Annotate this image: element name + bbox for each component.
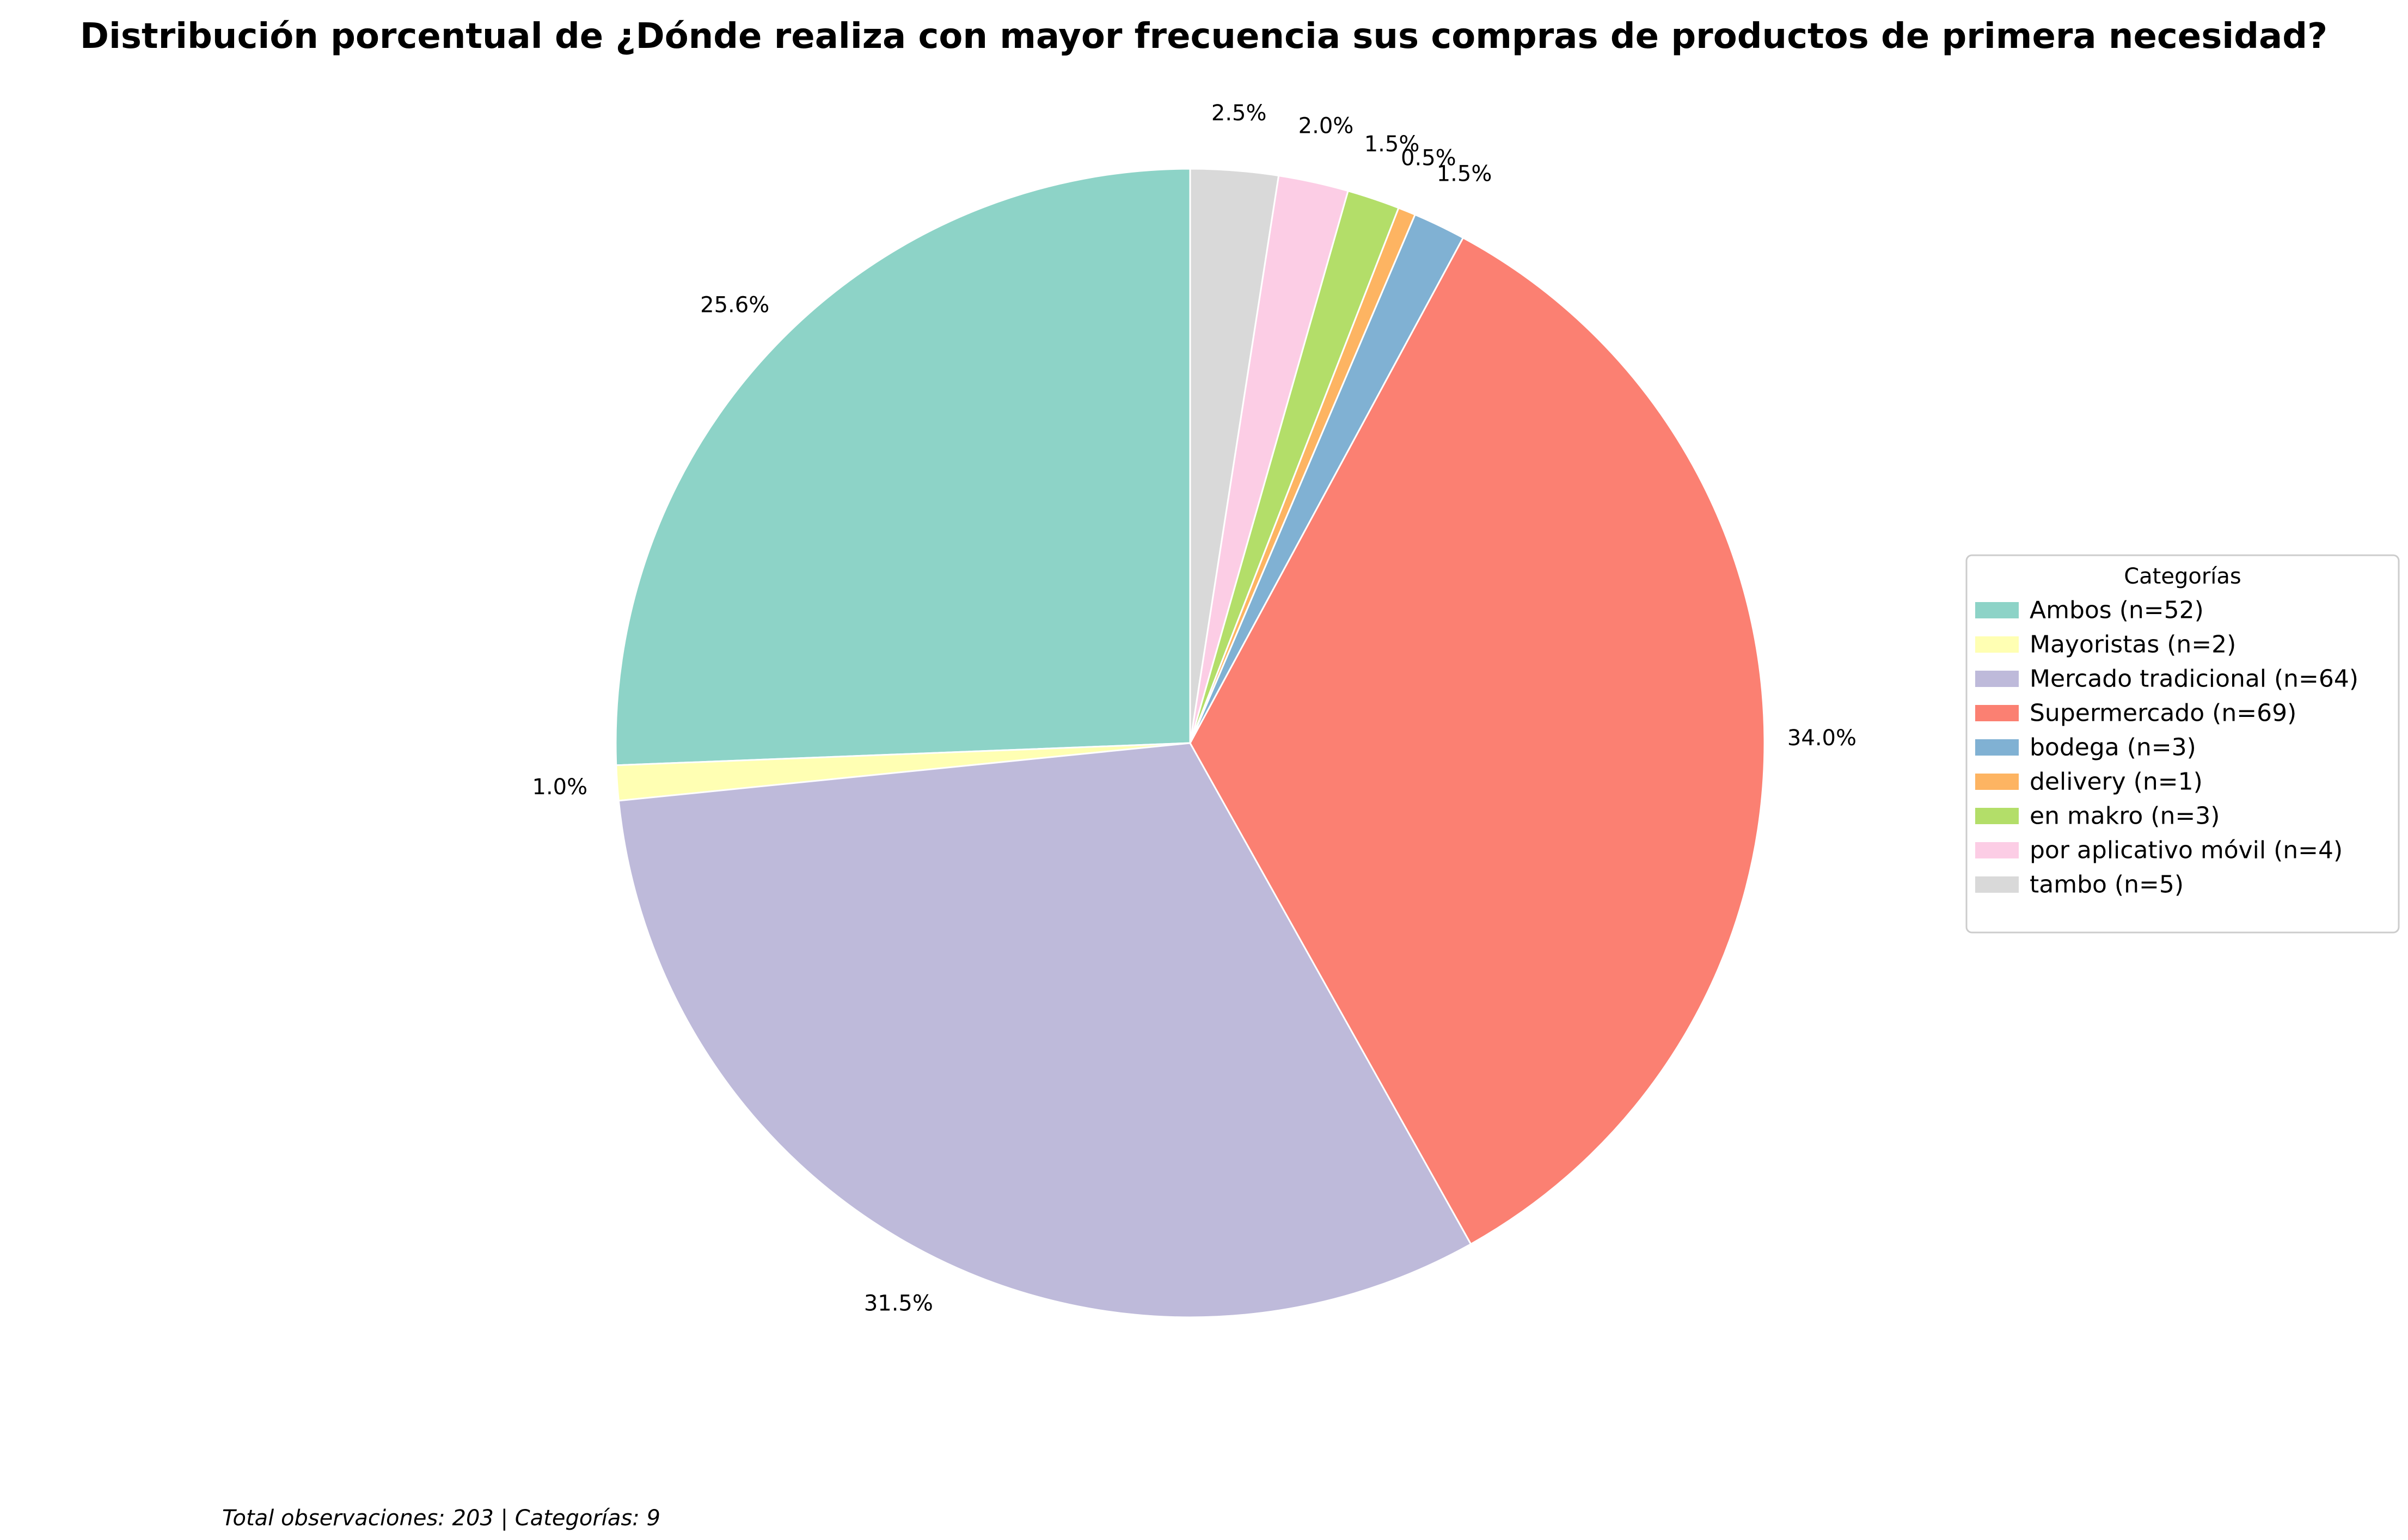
pct-label-mercado-tradicional: 31.5% xyxy=(864,1291,933,1316)
legend-swatch-ambos xyxy=(1975,602,2019,618)
footer-note: Total observaciones: 203 | Categorías: 9 xyxy=(222,1506,660,1531)
pct-label-supermercado: 34.0% xyxy=(1787,726,1856,751)
legend-label-tambo: tambo (n=5) xyxy=(2030,871,2184,899)
legend-swatch-supermercado xyxy=(1975,705,2019,721)
pie-slice-supermercado xyxy=(1189,236,1766,1246)
legend-swatch-mercado-tradicional xyxy=(1975,671,2019,687)
legend-label-bodega: bodega (n=3) xyxy=(2030,734,2196,762)
legend-label-por-aplicativo-movil: por aplicativo móvil (n=4) xyxy=(2030,837,2343,864)
legend-items: Ambos (n=52) Mayoristas (n=2) Mercado trad… xyxy=(1975,597,2358,899)
legend-label-mayoristas: Mayoristas (n=2) xyxy=(2030,631,2236,659)
pct-label-por-aplicativo-movil: 2.0% xyxy=(1298,114,1354,139)
pie-slice-mercado-tradicional xyxy=(617,742,1472,1318)
pie-slice-ambos xyxy=(615,168,1191,766)
legend-label-delivery: delivery (n=1) xyxy=(2030,768,2203,796)
pct-label-en-makro: 1.5% xyxy=(1364,132,1420,157)
legend-swatch-en-makro xyxy=(1975,808,2019,824)
legend-label-mercado-tradicional: Mercado tradicional (n=64) xyxy=(2030,665,2358,693)
legend-swatch-mayoristas xyxy=(1975,636,2019,653)
pie-slices xyxy=(615,168,1766,1318)
legend-swatch-delivery xyxy=(1975,774,2019,790)
legend-label-en-makro: en makro (n=3) xyxy=(2030,802,2220,830)
legend-label-ambos: Ambos (n=52) xyxy=(2030,597,2204,624)
pct-label-mayoristas: 1.0% xyxy=(532,775,588,800)
legend-swatch-tambo xyxy=(1975,876,2019,893)
legend-box xyxy=(1965,554,2400,934)
pct-label-ambos: 25.6% xyxy=(700,292,769,317)
legend: Categorías Ambos (n=52) Mayoristas (n=2) M… xyxy=(1965,554,2400,934)
chart-title: Distribución porcentual de ¿Dónde realiz… xyxy=(80,16,2327,57)
pct-label-tambo: 2.5% xyxy=(1211,101,1267,126)
legend-swatch-bodega xyxy=(1975,739,2019,756)
pct-label-bodega: 1.5% xyxy=(1437,161,1492,186)
legend-swatch-por-aplicativo-movil xyxy=(1975,842,2019,858)
pct-label-delivery: 0.5% xyxy=(1401,145,1456,170)
pie-percentage-labels: 25.6% 1.0% 31.5% 34.0% 1.5%0.5%1.5% 2.0% 2.5% xyxy=(532,101,1857,1316)
legend-label-supermercado: Supermercado (n=69) xyxy=(2030,700,2296,727)
pie-slice-tambo xyxy=(1189,168,1280,744)
legend-title: Categorías xyxy=(2124,564,2241,589)
